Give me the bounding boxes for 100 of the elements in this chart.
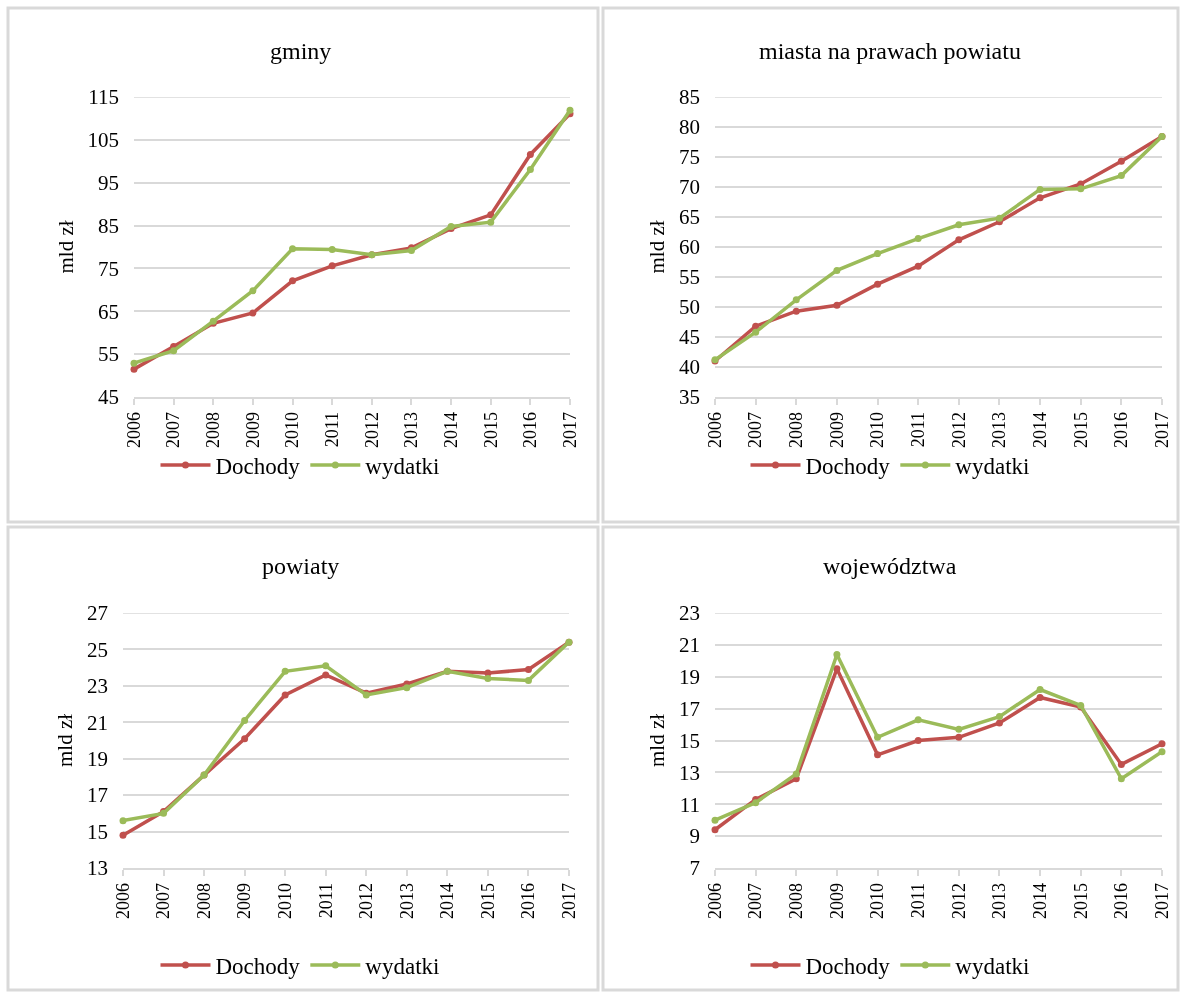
point	[281, 691, 289, 699]
x-tick-label: 2009	[826, 411, 847, 448]
point	[130, 365, 138, 373]
y-tick-label: 75	[98, 256, 119, 281]
point	[792, 296, 800, 304]
legend-label: Dochody	[215, 953, 301, 979]
legend-label: wydatki	[365, 453, 440, 479]
y-tick-label: 45	[679, 325, 700, 350]
x-tick-label: 2010	[867, 411, 888, 448]
point	[130, 359, 138, 367]
point	[874, 250, 882, 258]
point	[241, 735, 249, 743]
point	[487, 211, 495, 219]
point	[1036, 194, 1044, 202]
point	[170, 347, 178, 355]
x-tick-label: 2006	[112, 882, 133, 919]
legend-label: wydatki	[955, 453, 1030, 479]
x-tick-label: 2012	[356, 882, 377, 919]
point	[752, 328, 760, 336]
point	[328, 262, 336, 270]
point	[566, 106, 574, 114]
y-tick-label: 85	[98, 213, 119, 238]
y-tick-label: 7	[689, 856, 700, 881]
point	[792, 307, 800, 315]
point	[119, 831, 127, 839]
point	[955, 725, 963, 733]
point	[711, 816, 719, 824]
y-axis-title: mld zł	[53, 713, 78, 768]
x-tick-label: 2014	[1029, 882, 1050, 919]
y-tick-label: 35	[679, 385, 700, 410]
y-tick-label: 65	[98, 299, 119, 324]
x-tick-label: 2011	[908, 882, 929, 919]
x-tick-label: 2006	[123, 411, 144, 448]
point	[289, 277, 297, 285]
y-tick-label: 55	[98, 342, 119, 367]
x-tick-label: 2013	[989, 411, 1010, 448]
point	[833, 266, 841, 274]
x-tick-label: 2010	[867, 882, 888, 919]
x-tick-label: 2011	[322, 411, 343, 448]
point	[526, 165, 534, 173]
x-tick-label: 2017	[558, 882, 579, 919]
point	[484, 675, 492, 683]
y-axis-title: mld zł	[53, 220, 78, 274]
x-tick-label: 2007	[153, 882, 174, 919]
y-tick-label: 17	[679, 696, 700, 721]
x-tick-label: 2014	[1029, 411, 1050, 448]
point	[1117, 172, 1125, 180]
x-tick-label: 2008	[786, 411, 807, 448]
legend-label: Dochody	[805, 953, 891, 979]
x-tick-label: 2008	[193, 882, 214, 919]
x-tick-label: 2013	[396, 882, 417, 919]
point	[249, 309, 257, 317]
chart-title: gminy	[270, 38, 332, 64]
point	[403, 684, 411, 692]
point	[328, 246, 336, 254]
y-tick-label: 45	[98, 385, 119, 410]
legend-label: wydatki	[955, 953, 1030, 979]
point	[1036, 686, 1044, 693]
x-tick-label: 2016	[520, 411, 541, 448]
y-tick-label: 19	[679, 665, 700, 690]
y-tick-label: 70	[679, 175, 700, 200]
chart-title: województwa	[823, 553, 957, 579]
y-tick-label: 105	[87, 128, 119, 153]
point	[955, 733, 963, 741]
y-tick-label: 65	[679, 205, 700, 230]
point	[833, 301, 841, 309]
point	[241, 716, 249, 724]
x-tick-label: 2007	[163, 411, 184, 448]
legend-label: Dochody	[805, 453, 891, 479]
point	[281, 667, 289, 675]
y-tick-label: 19	[87, 747, 108, 772]
point	[955, 236, 963, 244]
y-tick-label: 23	[679, 601, 700, 626]
x-tick-label: 2009	[242, 411, 263, 448]
y-tick-label: 15	[679, 728, 700, 753]
x-tick-label: 2015	[480, 411, 501, 448]
point	[995, 713, 1003, 721]
point	[711, 826, 719, 834]
x-tick-label: 2008	[786, 882, 807, 919]
point	[874, 280, 882, 288]
y-tick-label: 13	[679, 760, 700, 785]
y-tick-label: 13	[87, 856, 108, 881]
x-tick-label: 2016	[518, 882, 539, 919]
point	[1117, 775, 1125, 783]
x-tick-label: 2008	[203, 411, 224, 448]
point	[524, 676, 532, 684]
y-tick-label: 15	[87, 819, 108, 844]
y-tick-label: 9	[689, 824, 700, 849]
y-tick-label: 23	[87, 674, 108, 699]
x-tick-label: 2007	[745, 411, 766, 448]
x-tick-label: 2015	[1070, 411, 1091, 448]
point	[1158, 740, 1166, 748]
x-tick-label: 2015	[1070, 882, 1091, 919]
point	[322, 662, 330, 670]
point	[1036, 693, 1044, 701]
y-tick-label: 115	[88, 85, 119, 110]
x-tick-label: 2016	[1111, 411, 1132, 448]
x-tick-label: 2010	[282, 411, 303, 448]
point	[119, 817, 127, 825]
x-tick-label: 2014	[437, 882, 458, 919]
